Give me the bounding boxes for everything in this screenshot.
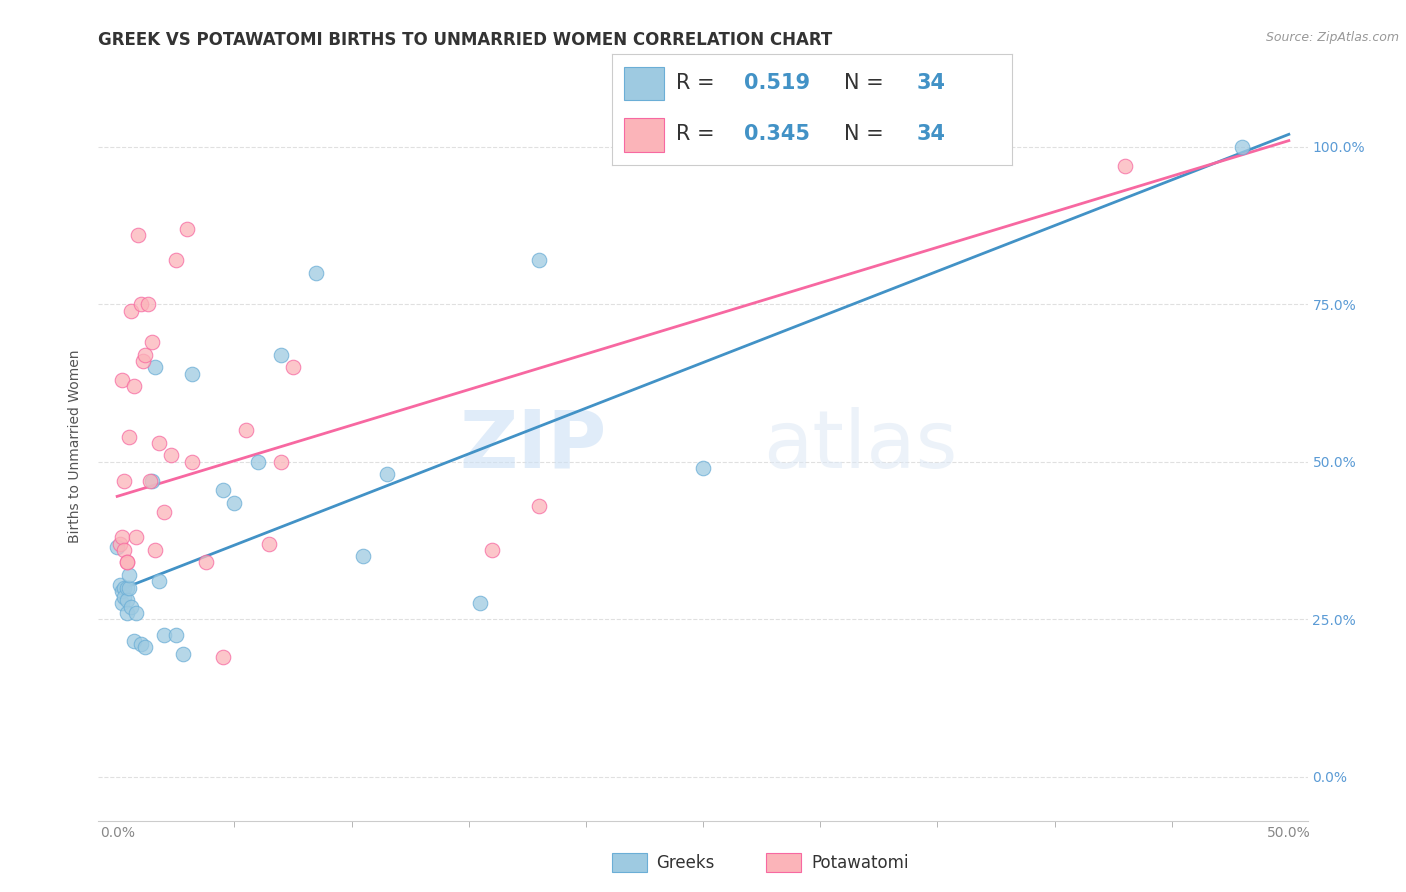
- Bar: [624, 119, 664, 152]
- Point: [172, 647, 194, 661]
- Point: [112, 590, 135, 604]
- Point: [176, 221, 198, 235]
- Point: [211, 649, 233, 664]
- Point: [143, 360, 166, 375]
- Text: Greeks: Greeks: [657, 854, 716, 871]
- Text: GREEK VS POTAWATOMI BIRTHS TO UNMARRIED WOMEN CORRELATION CHART: GREEK VS POTAWATOMI BIRTHS TO UNMARRIED …: [98, 31, 832, 49]
- Point: [129, 297, 152, 311]
- Point: [375, 467, 398, 482]
- Point: [112, 581, 135, 595]
- Point: [141, 335, 163, 350]
- Point: [122, 634, 145, 648]
- Point: [270, 348, 292, 362]
- Point: [134, 348, 156, 362]
- Y-axis label: Births to Unmarried Women: Births to Unmarried Women: [69, 350, 83, 542]
- Point: [153, 505, 176, 519]
- Point: [270, 455, 292, 469]
- Point: [481, 542, 503, 557]
- Point: [527, 253, 550, 268]
- Point: [235, 423, 257, 437]
- Point: [115, 593, 138, 607]
- Point: [118, 429, 141, 443]
- Point: [115, 556, 138, 570]
- Point: [120, 303, 142, 318]
- Text: 34: 34: [917, 124, 945, 145]
- Point: [160, 449, 183, 463]
- Text: 0.519: 0.519: [744, 73, 810, 93]
- Point: [259, 536, 281, 550]
- Point: [111, 373, 134, 387]
- Point: [692, 461, 714, 475]
- Point: [111, 530, 134, 544]
- Text: Potawatomi: Potawatomi: [811, 854, 908, 871]
- Point: [352, 549, 374, 564]
- Point: [118, 568, 141, 582]
- Point: [165, 628, 187, 642]
- Text: 0.345: 0.345: [744, 124, 810, 145]
- Point: [165, 253, 187, 268]
- Point: [148, 435, 170, 450]
- Point: [118, 581, 141, 595]
- Point: [1114, 159, 1136, 173]
- Point: [115, 606, 138, 620]
- Text: R =: R =: [676, 73, 721, 93]
- Bar: [624, 67, 664, 101]
- Point: [111, 596, 134, 610]
- Point: [132, 354, 155, 368]
- Point: [136, 297, 159, 311]
- Point: [153, 628, 176, 642]
- Point: [195, 556, 218, 570]
- Point: [1230, 140, 1253, 154]
- Text: R =: R =: [676, 124, 721, 145]
- Point: [120, 599, 142, 614]
- Text: N =: N =: [844, 73, 890, 93]
- Point: [115, 556, 138, 570]
- Point: [127, 228, 149, 243]
- Point: [281, 360, 304, 375]
- Point: [148, 574, 170, 589]
- Point: [224, 496, 246, 510]
- Point: [129, 637, 152, 651]
- Point: [527, 499, 550, 513]
- Point: [305, 266, 328, 280]
- Text: Source: ZipAtlas.com: Source: ZipAtlas.com: [1265, 31, 1399, 45]
- Text: atlas: atlas: [763, 407, 957, 485]
- Point: [111, 583, 134, 598]
- Point: [125, 606, 148, 620]
- Text: N =: N =: [844, 124, 890, 145]
- Point: [181, 367, 204, 381]
- Point: [125, 530, 148, 544]
- Point: [122, 379, 145, 393]
- Point: [139, 474, 162, 488]
- Point: [246, 455, 269, 469]
- Text: 34: 34: [917, 73, 945, 93]
- Point: [134, 640, 156, 655]
- Point: [108, 536, 131, 550]
- Text: ZIP: ZIP: [458, 407, 606, 485]
- Point: [141, 474, 163, 488]
- Point: [112, 474, 135, 488]
- Point: [181, 455, 204, 469]
- Point: [108, 577, 131, 591]
- Point: [211, 483, 233, 497]
- Point: [112, 542, 135, 557]
- Point: [105, 540, 128, 554]
- Point: [143, 542, 166, 557]
- Point: [115, 581, 138, 595]
- Point: [470, 596, 492, 610]
